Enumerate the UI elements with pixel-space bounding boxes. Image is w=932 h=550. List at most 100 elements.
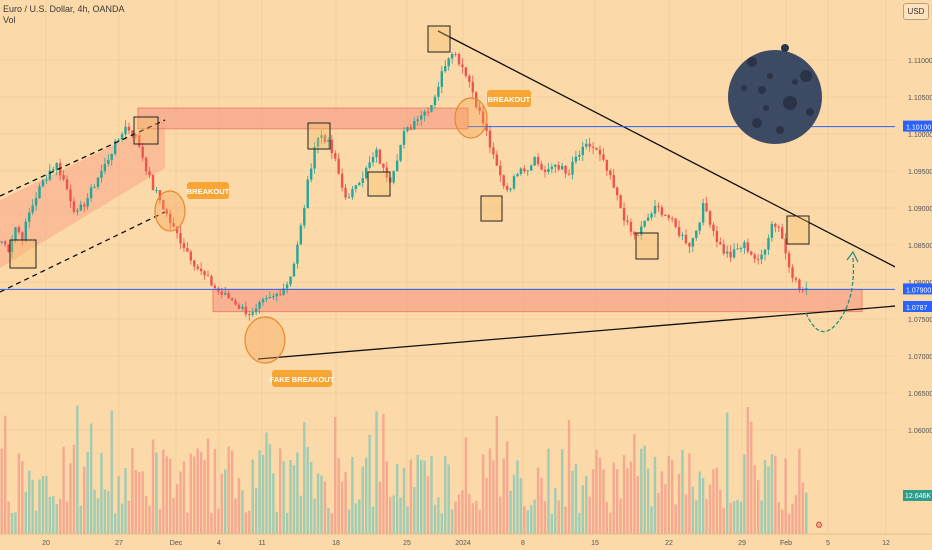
volume-bar bbox=[543, 501, 547, 534]
candle-body bbox=[612, 175, 615, 188]
volume-bar bbox=[138, 471, 141, 534]
x-tick-label: 29 bbox=[738, 540, 746, 547]
breakout-callout-1: BREAKOUT bbox=[187, 187, 230, 196]
volume-bar bbox=[371, 506, 375, 534]
x-tick-label: 22 bbox=[665, 540, 673, 547]
volume-bar bbox=[86, 452, 89, 534]
highlight-box bbox=[427, 25, 451, 53]
candle-body bbox=[316, 137, 320, 147]
volume-bar bbox=[475, 500, 478, 534]
candle-body bbox=[96, 177, 100, 187]
settings-icon[interactable]: ⚙ bbox=[814, 520, 824, 530]
volume-bar bbox=[155, 452, 158, 534]
volume-bar bbox=[182, 461, 186, 534]
candle-body bbox=[512, 176, 516, 189]
volume-bar bbox=[595, 449, 598, 534]
volume-bar bbox=[609, 512, 612, 534]
candle-body bbox=[530, 165, 533, 171]
candle-body bbox=[24, 221, 27, 241]
volume-bar bbox=[437, 497, 440, 534]
candle-body bbox=[254, 308, 258, 313]
volume-bar bbox=[52, 496, 55, 534]
candle-body bbox=[550, 166, 554, 170]
volume-bar bbox=[767, 466, 770, 534]
candle-body bbox=[684, 234, 688, 244]
volume-bar bbox=[375, 411, 378, 534]
y-tick-label: 1.10500 bbox=[908, 95, 932, 102]
volume-bar bbox=[24, 491, 27, 534]
volume-bar bbox=[385, 461, 389, 534]
volume-bar bbox=[58, 499, 62, 534]
candle-body bbox=[454, 53, 457, 55]
volume-bar bbox=[382, 414, 385, 534]
volume-bar bbox=[770, 454, 774, 534]
volume-bar bbox=[175, 484, 179, 534]
candle-body bbox=[495, 154, 499, 166]
y-axis: 1.11000 1.10500 1.10000 1.09500 1.09000 1.085… bbox=[895, 0, 932, 550]
candle-body bbox=[605, 159, 609, 171]
breakout-circle bbox=[154, 190, 186, 232]
volume-bar bbox=[722, 508, 725, 534]
volume-bar bbox=[519, 478, 523, 534]
channel-lower-line bbox=[0, 211, 166, 293]
x-tick-label: Dec bbox=[170, 540, 183, 547]
candle-body bbox=[554, 164, 557, 167]
volume-bar bbox=[45, 475, 48, 534]
drawings: BREAKOUT BREAKOUT FAKE BREAKOUT bbox=[0, 25, 932, 387]
candle-body bbox=[155, 190, 158, 192]
volume-bar bbox=[409, 459, 413, 534]
volume-bar bbox=[399, 497, 402, 534]
candle-body bbox=[371, 157, 375, 163]
symbol-title[interactable]: Euro / U.S. Dollar, 4h, OANDA bbox=[3, 4, 125, 14]
volume-bar bbox=[131, 448, 134, 534]
candle-body bbox=[571, 161, 574, 175]
volume-bar bbox=[199, 451, 203, 534]
volume-bar bbox=[725, 412, 729, 534]
candle-body bbox=[636, 234, 640, 236]
candle-body bbox=[279, 293, 282, 295]
highlight-box bbox=[367, 171, 391, 197]
volume-bar bbox=[292, 465, 296, 534]
volume-bar bbox=[117, 476, 120, 534]
zones bbox=[0, 107, 863, 313]
moon-crater bbox=[792, 79, 798, 85]
candle-body bbox=[784, 238, 787, 254]
channel-upper-line bbox=[0, 119, 166, 197]
volume-bar bbox=[688, 453, 691, 534]
candle-body bbox=[705, 203, 708, 212]
fake-breakout-callout: FAKE BREAKOUT bbox=[270, 375, 335, 384]
moon-crater bbox=[783, 96, 797, 110]
volume-bar bbox=[224, 469, 227, 534]
candle-body bbox=[172, 223, 175, 227]
candle-body bbox=[261, 299, 265, 303]
fake-breakout-callout-bg bbox=[272, 370, 332, 387]
candle-body bbox=[385, 167, 389, 178]
candle-body bbox=[364, 167, 368, 179]
volume-bar bbox=[660, 471, 664, 534]
volume-bar bbox=[502, 458, 505, 534]
volume-tag-label: 12.646K bbox=[905, 493, 931, 500]
volume-bar bbox=[168, 458, 172, 534]
resistance-zone bbox=[137, 107, 469, 130]
volume-bar bbox=[251, 459, 254, 534]
volume-bar bbox=[657, 492, 660, 534]
volume-bar bbox=[158, 509, 162, 534]
candle-body bbox=[543, 169, 547, 172]
volume-bar bbox=[340, 481, 344, 534]
highlight-box bbox=[786, 215, 810, 245]
currency-button[interactable]: USD bbox=[903, 3, 929, 20]
candle-body bbox=[117, 139, 120, 142]
volume-bar bbox=[76, 405, 79, 534]
volume-bar bbox=[402, 467, 406, 534]
volume-bars bbox=[0, 405, 808, 534]
candle-body bbox=[230, 298, 234, 301]
volume-indicator-label[interactable]: Vol bbox=[3, 15, 16, 25]
candle-body bbox=[237, 304, 241, 309]
volume-bar bbox=[585, 475, 588, 534]
y-tick-label: 1.06500 bbox=[908, 391, 932, 398]
volume-bar bbox=[31, 479, 34, 534]
volume-bar bbox=[93, 489, 96, 534]
volume-bar bbox=[499, 496, 502, 534]
candle-body bbox=[251, 312, 254, 315]
